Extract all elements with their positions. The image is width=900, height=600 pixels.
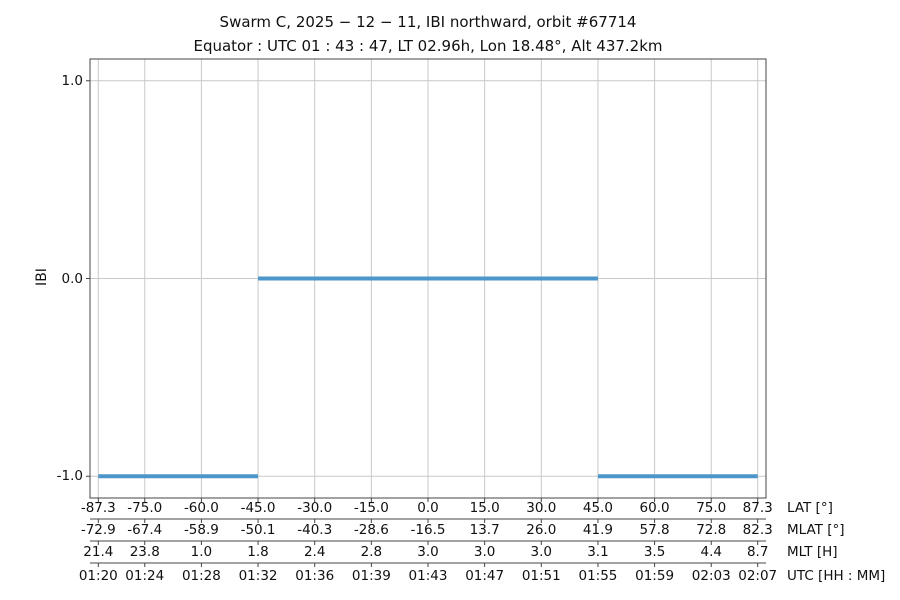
x-tick-value-lat: -75.0 bbox=[127, 500, 163, 516]
x-row-label-utc: UTC [HH : MM] bbox=[787, 568, 886, 584]
x-tick-value-mlt: 3.1 bbox=[587, 544, 609, 560]
x-tick-value-utc: 01:59 bbox=[635, 568, 675, 584]
x-tick-value-mlat: -40.3 bbox=[297, 522, 333, 538]
y-tick-label: 0.0 bbox=[61, 270, 83, 287]
x-tick-value-mlt: 2.8 bbox=[360, 544, 383, 560]
x-tick-value-mlat: -50.1 bbox=[240, 522, 276, 538]
chart-title: Swarm C, 2025 − 12 − 11, IBI northward, … bbox=[219, 13, 637, 31]
x-tick-value-utc: 01:55 bbox=[578, 568, 618, 584]
x-tick-value-mlt: 8.7 bbox=[746, 544, 769, 560]
x-tick-value-mlat: -72.9 bbox=[80, 522, 116, 538]
x-tick-value-lat: -60.0 bbox=[183, 500, 219, 516]
x-tick-value-lat: 60.0 bbox=[639, 500, 670, 516]
x-tick-value-mlt: 3.0 bbox=[417, 544, 439, 560]
x-tick-value-mlt: 4.4 bbox=[700, 544, 722, 560]
x-tick-value-utc: 01:51 bbox=[521, 568, 561, 584]
x-row-label-mlt: MLT [H] bbox=[787, 544, 838, 560]
x-tick-value-lat: -45.0 bbox=[240, 500, 276, 516]
x-tick-value-lat: 45.0 bbox=[582, 500, 613, 516]
x-tick-value-mlt: 23.8 bbox=[129, 544, 160, 560]
x-tick-value-mlt: 2.4 bbox=[303, 544, 326, 560]
x-tick-value-lat: -87.3 bbox=[80, 500, 116, 516]
x-tick-value-mlt: 1.8 bbox=[247, 544, 269, 560]
x-tick-value-lat: 0.0 bbox=[417, 500, 439, 516]
x-tick-value-lat: 15.0 bbox=[469, 500, 500, 516]
y-tick-label: -1.0 bbox=[56, 468, 83, 485]
x-tick-value-utc: 01:32 bbox=[238, 568, 278, 584]
x-tick-value-mlat: 26.0 bbox=[526, 522, 557, 538]
x-tick-value-utc: 01:28 bbox=[181, 568, 221, 584]
x-row-label-mlat: MLAT [°] bbox=[787, 522, 845, 538]
x-tick-value-lat: 87.3 bbox=[742, 500, 773, 516]
x-tick-value-utc: 01:24 bbox=[125, 568, 165, 584]
x-tick-value-mlt: 21.4 bbox=[83, 544, 114, 560]
x-tick-value-mlat: -67.4 bbox=[127, 522, 163, 538]
x-tick-value-lat: -15.0 bbox=[353, 500, 389, 516]
x-tick-value-mlat: 41.9 bbox=[582, 522, 613, 538]
y-tick-label: 1.0 bbox=[61, 72, 83, 89]
x-tick-value-mlat: 72.8 bbox=[696, 522, 727, 538]
x-tick-value-utc: 01:36 bbox=[295, 568, 335, 584]
x-tick-value-utc: 01:47 bbox=[465, 568, 505, 584]
x-tick-value-utc: 01:43 bbox=[408, 568, 448, 584]
x-tick-value-lat: 75.0 bbox=[696, 500, 727, 516]
x-tick-value-mlat: -58.9 bbox=[183, 522, 219, 538]
x-tick-value-utc: 01:20 bbox=[78, 568, 118, 584]
x-tick-value-mlat: 57.8 bbox=[639, 522, 670, 538]
x-tick-value-mlat: 13.7 bbox=[469, 522, 500, 538]
x-tick-value-utc: 01:39 bbox=[351, 568, 391, 584]
chart-subtitle: Equator : UTC 01 : 43 : 47, LT 02.96h, L… bbox=[193, 37, 663, 55]
x-tick-value-utc: 02:03 bbox=[691, 568, 731, 584]
x-tick-value-mlt: 3.0 bbox=[473, 544, 496, 560]
x-tick-value-mlat: -16.5 bbox=[410, 522, 446, 538]
x-tick-value-mlat: 82.3 bbox=[742, 522, 773, 538]
x-tick-value-mlt: 3.0 bbox=[530, 544, 553, 560]
x-tick-value-utc: 02:07 bbox=[738, 568, 778, 584]
x-row-label-lat: LAT [°] bbox=[787, 500, 833, 516]
x-tick-value-lat: 30.0 bbox=[526, 500, 557, 516]
x-tick-value-mlt: 3.5 bbox=[643, 544, 666, 560]
x-tick-value-mlat: -28.6 bbox=[353, 522, 389, 538]
x-tick-value-mlt: 1.0 bbox=[190, 544, 213, 560]
x-tick-value-lat: -30.0 bbox=[297, 500, 333, 516]
